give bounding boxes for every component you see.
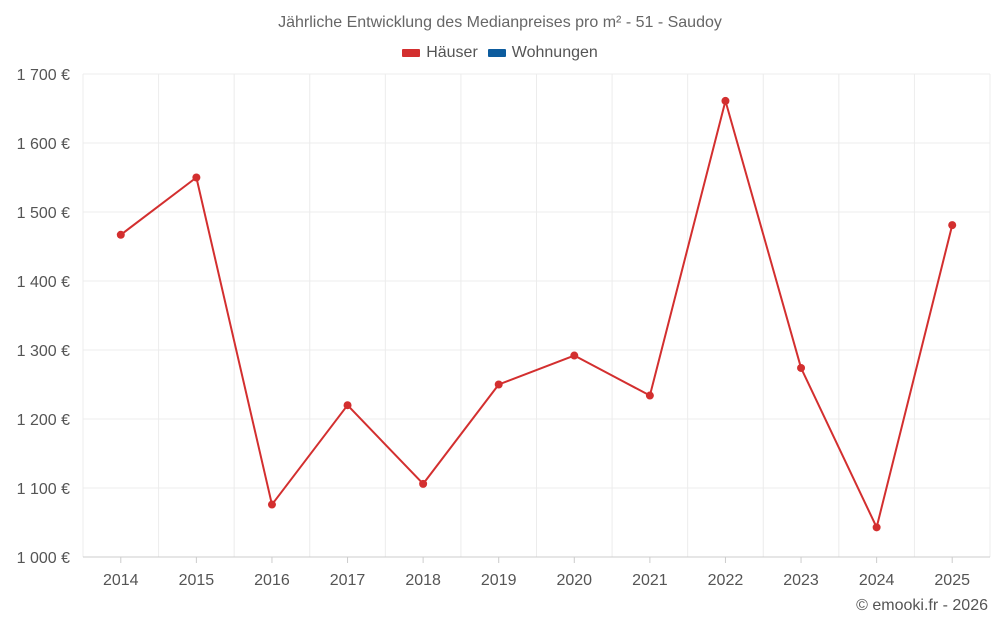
data-point[interactable] xyxy=(570,351,579,360)
chart-title: Jährliche Entwicklung des Medianpreises … xyxy=(278,14,722,31)
y-tick-label: 1 400 € xyxy=(17,274,70,291)
legend-label-apartments: Wohnungen xyxy=(511,44,598,61)
y-tick-label: 1 100 € xyxy=(17,481,70,498)
x-tick-label: 2025 xyxy=(934,572,970,589)
x-tick-label: 2019 xyxy=(481,572,517,589)
y-tick-label: 1 700 € xyxy=(17,67,70,84)
series-line-0 xyxy=(120,99,954,529)
x-tick-label: 2018 xyxy=(405,572,441,589)
data-point[interactable] xyxy=(797,363,806,372)
x-tick-label: 2016 xyxy=(254,572,290,589)
y-axis-labels: 1 000 € 1 100 € 1 200 € 1 300 € 1 400 € 1 500… xyxy=(17,67,70,567)
y-tick-label: 1 600 € xyxy=(17,136,70,153)
data-point[interactable] xyxy=(343,401,352,410)
y-tick-label: 1 500 € xyxy=(17,205,70,222)
legend-item-houses[interactable]: Häuser xyxy=(402,44,478,62)
data-point[interactable] xyxy=(494,380,503,389)
data-point[interactable] xyxy=(948,221,957,230)
y-tick-label: 1 000 € xyxy=(17,550,70,567)
y-tick-label: 1 200 € xyxy=(17,412,70,429)
legend: Häuser Wohnungen xyxy=(0,44,1000,62)
x-tick-label: 2014 xyxy=(103,572,139,589)
data-point[interactable] xyxy=(267,500,276,509)
horizontal-gridlines xyxy=(83,73,990,558)
legend-label-houses: Häuser xyxy=(426,44,478,61)
legend-swatch-houses xyxy=(402,49,421,57)
x-tick-label: 2022 xyxy=(708,572,744,589)
data-point[interactable] xyxy=(645,391,654,400)
x-tick-label: 2023 xyxy=(783,572,819,589)
series-points xyxy=(116,96,957,532)
x-tick-label: 2015 xyxy=(179,572,215,589)
x-tick-label: 2021 xyxy=(632,572,668,589)
data-point[interactable] xyxy=(721,96,730,105)
x-tick-label: 2017 xyxy=(330,572,366,589)
data-point[interactable] xyxy=(116,230,125,239)
x-tick-label: 2024 xyxy=(859,572,895,589)
y-tick-label: 1 300 € xyxy=(17,343,70,360)
copyright-text: © emooki.fr - 2026 xyxy=(856,597,988,614)
data-point[interactable] xyxy=(192,173,201,182)
data-point[interactable] xyxy=(872,523,881,532)
vertical-gridlines xyxy=(82,74,991,557)
data-point[interactable] xyxy=(419,479,428,488)
legend-swatch-apartments xyxy=(487,49,506,57)
x-axis-labels: 2014 2015 2016 2017 2018 2019 2020 2021 2022 2023… xyxy=(103,557,970,589)
series-lines xyxy=(120,99,954,529)
legend-item-apartments[interactable]: Wohnungen xyxy=(487,44,598,62)
x-tick-label: 2020 xyxy=(556,572,592,589)
